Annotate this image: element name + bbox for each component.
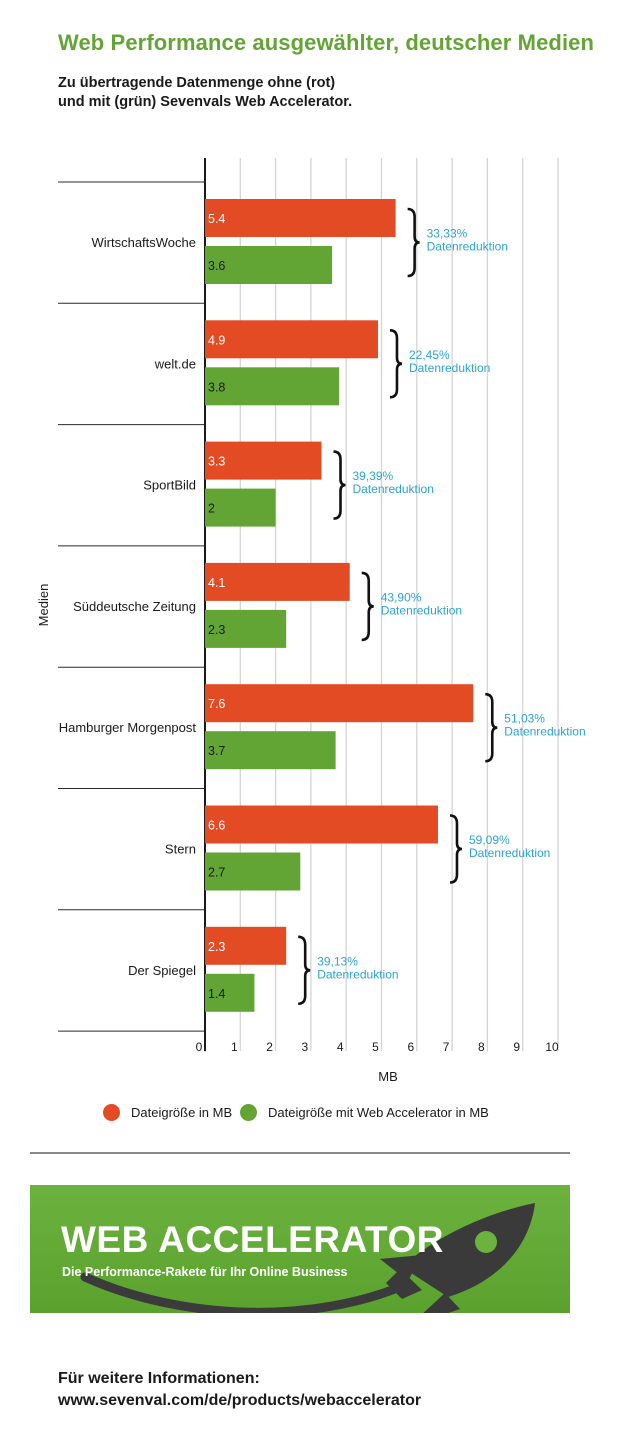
data-label: 2	[208, 502, 215, 516]
reduction-percent: 39,39%	[352, 469, 393, 483]
chart-legend: Dateigröße in MB Dateigröße mit Web Acce…	[0, 1104, 624, 1126]
rocket-icon	[80, 1203, 535, 1313]
info-url[interactable]: www.sevenval.com/de/products/webaccelera…	[58, 1392, 422, 1409]
x-tick-label: 3	[302, 1040, 309, 1054]
data-label: 2.3	[208, 623, 225, 637]
category-label: WirtschaftsWoche	[91, 235, 196, 250]
category-label: SportBild	[143, 478, 196, 493]
more-info: Für weitere Informationen: www.sevenval.…	[58, 1368, 421, 1412]
banner-subtitle: Die Performance-Rakete für Ihr Online Bu…	[62, 1265, 348, 1279]
reduction-percent: 51,03%	[504, 712, 545, 726]
bar-original	[205, 320, 378, 359]
bar-original	[205, 805, 438, 844]
data-label: 3.6	[208, 259, 225, 273]
reduction-label: Datenreduktion	[409, 361, 490, 375]
x-tick-label: 6	[407, 1040, 414, 1054]
x-tick-label: 8	[478, 1040, 485, 1054]
data-label: 3.8	[208, 380, 225, 394]
reduction-bracket	[389, 329, 403, 399]
category-label: Süddeutsche Zeitung	[73, 599, 196, 614]
bar-accelerated	[205, 852, 301, 891]
data-label: 5.4	[208, 212, 225, 226]
category-label: Hamburger Morgenpost	[59, 720, 197, 735]
data-label: 3.7	[208, 744, 225, 758]
x-tick-label: 4	[337, 1040, 344, 1054]
category-label: welt.de	[154, 356, 196, 371]
rocket-fin-top	[380, 1255, 422, 1281]
data-label: 7.6	[208, 697, 225, 711]
data-label: 1.4	[208, 987, 225, 1001]
reduction-bracket	[485, 692, 498, 763]
y-axis-label: Medien	[36, 584, 51, 627]
reduction-bracket	[407, 207, 420, 278]
bar-chart: 0 1 2 3 4 5 6 7 8 9 10 MB Medien WirtschaftsWoche 5.4 3…	[36, 158, 586, 1084]
reduction-percent: 39,13%	[317, 954, 358, 968]
data-label: 2.3	[208, 940, 225, 954]
section-divider	[30, 1152, 570, 1154]
rocket-window	[475, 1231, 497, 1253]
x-tick-label: 2	[266, 1040, 273, 1054]
data-label: 2.7	[208, 866, 225, 880]
data-label: 6.6	[208, 819, 225, 833]
reduction-label: Datenreduktion	[504, 725, 585, 739]
reduction-label: Datenreduktion	[381, 603, 462, 617]
bar-original	[205, 684, 474, 723]
x-tick-label: 5	[372, 1040, 379, 1054]
reduction-bracket	[333, 450, 346, 520]
bar-original	[205, 441, 322, 480]
bar-accelerated	[205, 973, 255, 1012]
legend-swatch-green	[240, 1104, 257, 1121]
reduction-label: Datenreduktion	[469, 846, 550, 860]
x-tick-label: 10	[545, 1040, 559, 1054]
info-heading: Für weitere Informationen:	[58, 1370, 260, 1387]
category-label: Stern	[165, 842, 196, 857]
subtitle-line-1: Zu übertragende Datenmenge ohne (rot)	[58, 75, 336, 91]
legend-item-original: Dateigröße in MB	[103, 1104, 232, 1121]
category-label: Der Spiegel	[128, 963, 196, 978]
reduction-percent: 59,09%	[469, 833, 510, 847]
chart-title: Web Performance ausgewählter, deutscher …	[58, 30, 595, 55]
subtitle-line-2: und mit (grün) Sevenvals Web Accelerator…	[58, 94, 353, 110]
bar-original	[205, 199, 396, 237]
legend-swatch-red	[103, 1104, 120, 1121]
legend-item-accelerated: Dateigröße mit Web Accelerator in MB	[240, 1104, 489, 1121]
rocket-fin-bottom	[423, 1293, 460, 1313]
bar-accelerated	[205, 367, 340, 406]
legend-label-original: Dateigröße in MB	[131, 1105, 233, 1120]
chart-subtitle: Zu übertragende Datenmenge ohne (rot) un…	[58, 74, 352, 112]
bar-original	[205, 926, 287, 965]
reduction-bracket	[361, 571, 374, 642]
x-tick-label: 0	[196, 1040, 203, 1054]
rocket-exhaust	[386, 1269, 422, 1299]
data-label: 4.9	[208, 333, 225, 347]
reduction-percent: 22,45%	[409, 348, 450, 362]
reduction-label: Datenreduktion	[427, 240, 508, 254]
bar-accelerated	[205, 609, 287, 648]
reduction-bracket	[449, 814, 463, 884]
x-axis-label: MB	[378, 1069, 398, 1084]
legend-label-accelerated: Dateigröße mit Web Accelerator in MB	[268, 1105, 489, 1120]
rocket-body	[402, 1203, 535, 1297]
x-tick-label: 1	[231, 1040, 238, 1054]
reduction-percent: 33,33%	[427, 227, 468, 241]
data-label: 4.1	[208, 576, 225, 590]
reduction-label: Datenreduktion	[317, 967, 398, 981]
x-tick-label: 9	[513, 1040, 520, 1054]
reduction-percent: 43,90%	[381, 590, 422, 604]
web-accelerator-banner: WEB ACCELERATOR Die Performance-Rakete f…	[30, 1185, 570, 1313]
rocket-trail	[80, 1272, 410, 1313]
bar-accelerated	[205, 246, 333, 284]
bar-accelerated	[205, 488, 276, 527]
bar-original	[205, 562, 350, 601]
data-label: 3.3	[208, 455, 225, 469]
banner-title: WEB ACCELERATOR	[61, 1219, 444, 1260]
reduction-bracket	[298, 935, 311, 1006]
reduction-label: Datenreduktion	[352, 482, 433, 496]
x-tick-label: 7	[443, 1040, 450, 1054]
bar-accelerated	[205, 731, 336, 770]
